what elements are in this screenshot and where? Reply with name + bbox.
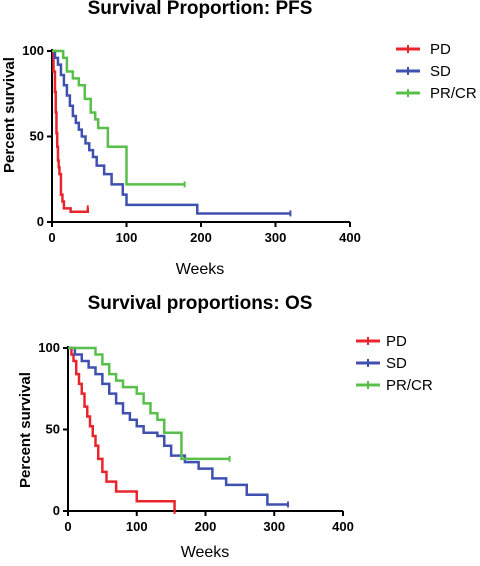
legend-item: PR/CR: [356, 377, 433, 394]
x-tick-label: 200: [195, 519, 217, 534]
y-tick-label: 100: [38, 340, 60, 355]
x-axis-label: Weeks: [176, 261, 225, 278]
chart-title: Survival proportions: OS: [88, 293, 313, 314]
series-line-pd: [52, 49, 90, 213]
x-tick-label: 100: [126, 519, 148, 534]
series-line-pr-cr: [68, 346, 230, 461]
series-lines: [68, 346, 289, 514]
legend-item: PD: [396, 41, 451, 58]
series-lines: [52, 49, 292, 217]
legend-item: PR/CR: [396, 85, 477, 102]
series-line-pr-cr: [52, 49, 185, 186]
y-tick-label: 100: [22, 43, 44, 58]
legend-label: PD: [386, 333, 407, 350]
series-line-sd: [68, 346, 288, 506]
legend-item: SD: [396, 63, 451, 80]
y-axis-label: Percent survival: [17, 372, 34, 488]
legend: PD SD PR/CR: [356, 333, 433, 394]
legend: PD SD PR/CR: [396, 41, 477, 102]
x-tick-label: 300: [263, 519, 285, 534]
y-tick-label: 0: [37, 214, 44, 229]
x-tick-label: 200: [190, 230, 212, 245]
x-tick-label: 400: [339, 230, 361, 245]
series-line-pd: [68, 346, 176, 511]
series-line-sd: [52, 49, 291, 215]
x-tick-label: 100: [116, 230, 138, 245]
legend-item: SD: [356, 355, 407, 372]
legend-label: SD: [430, 63, 451, 80]
axes: [47, 49, 351, 227]
x-axis-label: Weeks: [181, 544, 230, 561]
x-tick-label: 400: [332, 519, 354, 534]
chart-title: Survival Proportion: PFS: [88, 0, 313, 19]
legend-item: PD: [356, 333, 407, 350]
tick-labels: 0 100 200 300 400 0 50 100: [22, 43, 361, 245]
y-tick-label: 50: [46, 422, 60, 437]
legend-label: PR/CR: [386, 377, 433, 394]
chart-os: Survival proportions: OS Percent surviva…: [17, 293, 433, 561]
tick-labels: 0 100 200 300 400 0 50 100: [38, 340, 354, 534]
legend-label: SD: [386, 355, 407, 372]
x-tick-label: 0: [48, 230, 55, 245]
y-tick-label: 0: [53, 503, 60, 518]
y-tick-label: 50: [30, 129, 44, 144]
chart-pfs: Survival Proportion: PFS Percent surviva…: [1, 0, 477, 278]
x-tick-label: 0: [64, 519, 71, 534]
y-axis-label: Percent survival: [1, 57, 18, 173]
legend-label: PD: [430, 41, 451, 58]
axes: [63, 346, 344, 516]
x-tick-label: 300: [265, 230, 287, 245]
legend-label: PR/CR: [430, 85, 477, 102]
